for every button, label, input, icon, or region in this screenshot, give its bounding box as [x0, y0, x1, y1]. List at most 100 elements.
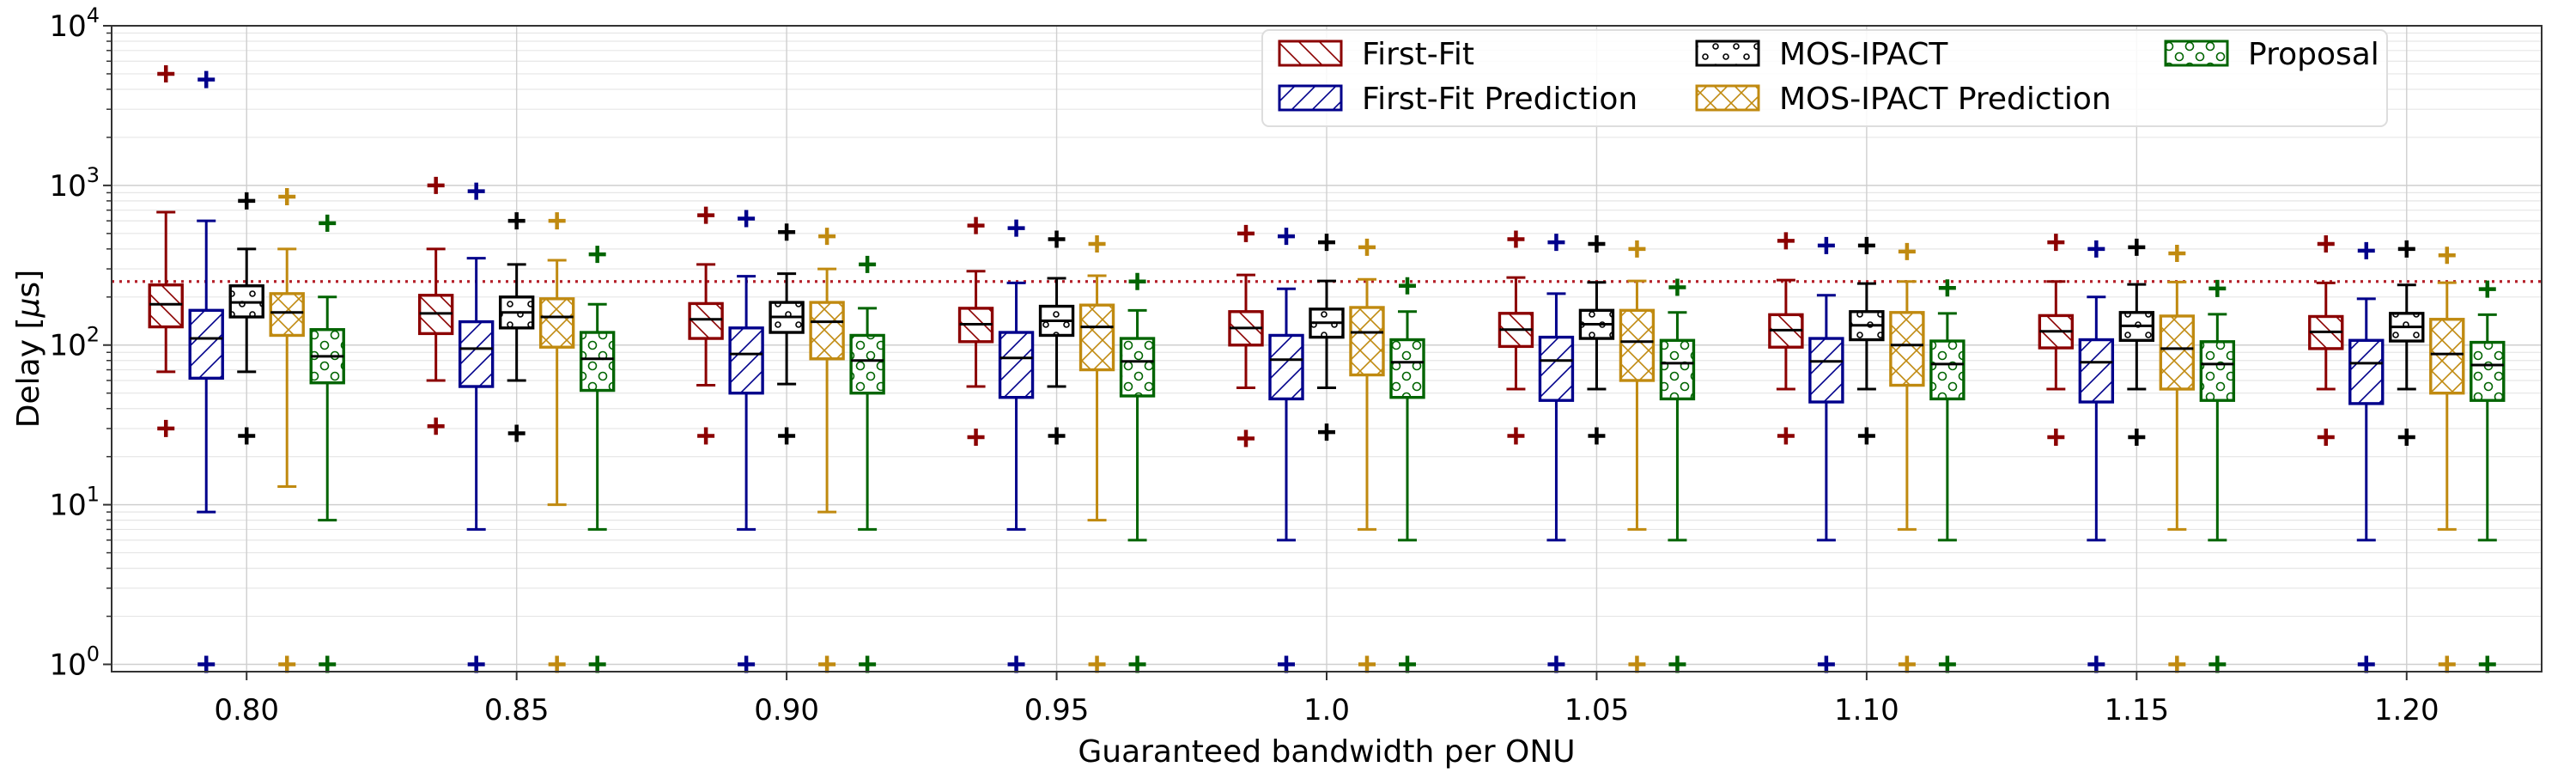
box-iqr [188, 308, 224, 380]
box-iqr [1349, 306, 1385, 377]
series-mos-ipact-prediction [269, 187, 2465, 673]
box-group [1849, 236, 1885, 445]
y-tick-label: 102 [49, 323, 100, 363]
box-group [498, 212, 535, 442]
flier-marker [1088, 235, 1106, 253]
x-tick-label: 1.20 [2374, 693, 2439, 727]
y-axis-label-unit: s] [11, 270, 46, 298]
x-tick-label: 1.0 [1303, 693, 1350, 727]
box-group [2038, 234, 2075, 446]
box-iqr [579, 331, 616, 393]
legend-label: MOS-IPACT Prediction [1779, 82, 2111, 117]
box-iqr [1119, 337, 1156, 398]
box-iqr [458, 320, 495, 388]
flier-marker [1817, 655, 1835, 673]
box-group [579, 246, 616, 673]
box-iqr [538, 297, 575, 349]
flier-marker [467, 655, 485, 673]
flier-marker [697, 206, 715, 224]
legend-entry: MOS-IPACT [1695, 37, 1948, 72]
y-axis-label-text: Delay [ [11, 317, 46, 428]
x-tick-label: 0.85 [484, 693, 550, 727]
box-iqr [1538, 335, 1575, 402]
flier-marker [548, 655, 566, 673]
box-iqr [1889, 311, 1925, 387]
series-mos-ipact [228, 192, 2425, 446]
flier-marker [1547, 234, 1565, 252]
y-tick-exponent: 1 [87, 483, 100, 507]
flier-marker [1817, 236, 1835, 254]
box-group [1309, 234, 1345, 441]
flier-marker [588, 246, 606, 264]
box-group [998, 219, 1035, 673]
y-tick-exponent: 4 [87, 3, 100, 27]
flier-marker [278, 187, 296, 205]
flier-marker [1777, 427, 1795, 445]
flier-marker [1777, 232, 1795, 250]
box-group [1929, 279, 1965, 673]
box-group [2389, 240, 2425, 446]
y-tick-label: 100 [49, 642, 100, 682]
flier-marker [507, 424, 526, 442]
y-tick-exponent: 3 [87, 163, 100, 187]
flier-marker [238, 427, 256, 445]
flier-marker [1507, 427, 1525, 445]
box-group [538, 212, 575, 673]
y-tick-base: 10 [49, 489, 86, 523]
box-group [1038, 230, 1075, 445]
flier-marker [1857, 427, 1875, 445]
flier-marker [2397, 240, 2415, 258]
flier-marker [238, 192, 256, 210]
x-tick-label: 0.80 [214, 693, 279, 727]
flier-marker [1007, 219, 1025, 237]
box-iqr [2159, 314, 2196, 391]
flier-marker [319, 655, 337, 673]
flier-marker [1358, 655, 1376, 673]
flier-marker [1857, 236, 1875, 254]
legend-entry: First-Fit Prediction [1278, 82, 1637, 117]
box-iqr [2429, 318, 2465, 395]
flier-marker [2478, 655, 2496, 673]
legend-label: MOS-IPACT [1779, 37, 1948, 72]
box-group [1808, 236, 1844, 673]
flier-marker [2168, 655, 2186, 673]
box-group [458, 182, 495, 673]
box-group [1119, 272, 1156, 673]
flier-marker [1088, 655, 1106, 673]
box-group [1538, 234, 1575, 673]
flier-marker [1128, 655, 1146, 673]
box-group [2429, 247, 2465, 673]
flier-marker [427, 417, 445, 435]
flier-marker [1399, 655, 1416, 673]
box-group [2078, 240, 2115, 673]
flier-marker [157, 419, 175, 437]
flier-marker [967, 216, 985, 234]
x-tick-label: 1.10 [1834, 693, 1899, 727]
box-iqr [269, 292, 305, 338]
flier-marker [1318, 234, 1335, 252]
flier-marker [2047, 234, 2065, 252]
y-tick-label: 101 [49, 483, 100, 523]
box-iqr [2078, 338, 2115, 404]
flier-marker [2128, 238, 2146, 256]
legend-swatch [1695, 40, 1760, 67]
flier-marker [2208, 655, 2227, 673]
flier-marker [818, 655, 836, 673]
box-group [148, 64, 184, 437]
flier-marker [1278, 655, 1295, 673]
flier-marker [2168, 245, 2186, 263]
box-group [688, 206, 724, 445]
y-axis-label-mu: μ [11, 298, 46, 319]
flier-marker [697, 427, 715, 445]
y-tick-exponent: 2 [87, 323, 100, 347]
box-iqr [688, 301, 724, 340]
box-iqr [728, 326, 764, 395]
box-group [1768, 232, 1804, 445]
flier-marker [278, 655, 296, 673]
flier-marker [967, 428, 985, 446]
box-group [1389, 277, 1425, 673]
flier-marker [1318, 423, 1335, 441]
flier-marker [2397, 428, 2415, 446]
box-group [809, 228, 845, 673]
